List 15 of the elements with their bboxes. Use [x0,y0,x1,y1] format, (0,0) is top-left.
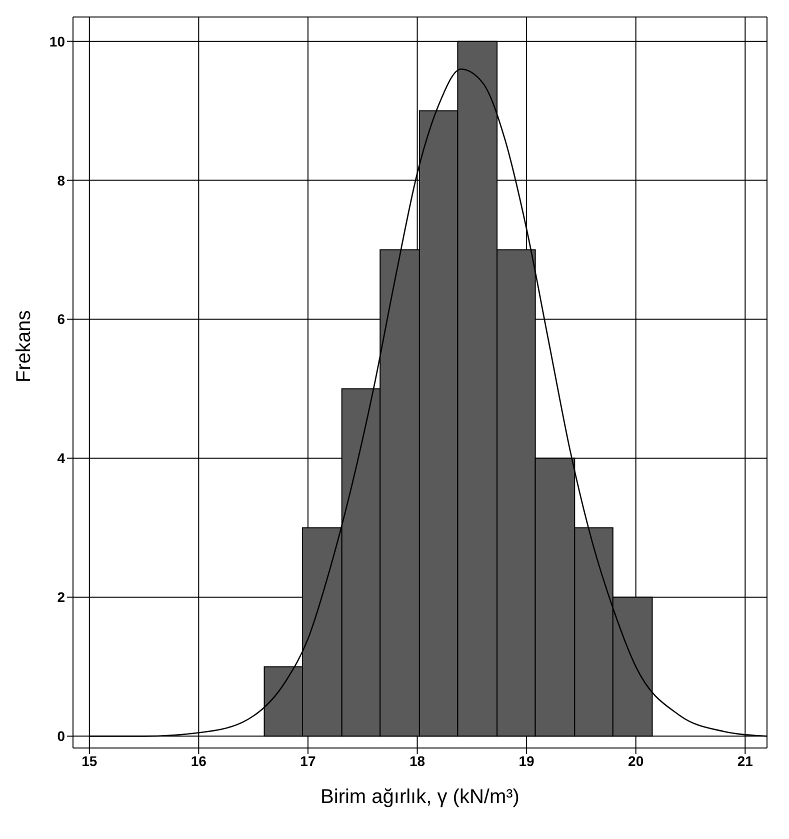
y-tick-label: 4 [57,450,66,466]
x-tick-label: 18 [409,752,426,769]
y-tick-label: 2 [57,589,66,606]
x-tick-label: 17 [300,752,316,769]
x-tick-label: 21 [737,752,754,769]
y-axis-title: Frekans [13,310,36,382]
x-tick-label: 16 [190,752,207,769]
x-axis-title: Birim ağırlık, γ (kN/m³) [320,786,520,808]
y-tick-label: 0 [57,728,66,744]
x-tick-label: 15 [82,752,98,769]
y-tick-label: 10 [49,33,66,50]
y-tick-label: 6 [57,311,66,328]
y-tick-label: 8 [57,172,66,188]
x-tick-label: 19 [518,752,535,769]
x-tick-label: 20 [628,752,644,769]
